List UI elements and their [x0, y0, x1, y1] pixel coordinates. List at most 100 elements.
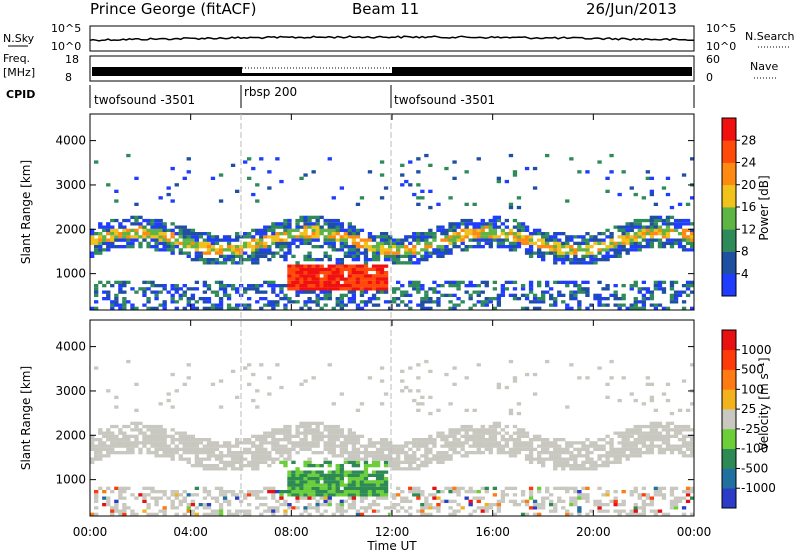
power-cell — [186, 303, 191, 307]
velocity-cell — [388, 506, 393, 510]
power-cell — [520, 293, 526, 297]
power-cell — [335, 271, 340, 275]
power-cell — [400, 241, 405, 245]
velocity-cell — [263, 441, 268, 445]
velocity-cell — [307, 512, 312, 516]
velocity-cell — [255, 506, 260, 510]
power-cell — [194, 232, 200, 236]
power-cell — [178, 297, 183, 301]
power-cell — [299, 271, 304, 275]
velocity-cell — [347, 451, 353, 455]
power-cell — [287, 235, 292, 239]
velocity-cell — [154, 447, 159, 451]
velocity-cell — [488, 434, 493, 438]
power-cell — [375, 235, 381, 239]
velocity-cell — [339, 493, 345, 497]
power-cell — [528, 300, 534, 304]
velocity-cell — [561, 457, 566, 461]
power-cell — [504, 245, 510, 249]
power-cell — [480, 280, 485, 284]
power-cell — [226, 248, 232, 252]
power-cell — [170, 235, 175, 239]
power-cell — [255, 183, 260, 187]
power-cell — [339, 300, 345, 304]
velocity-cell — [94, 493, 99, 497]
velocity-cell — [621, 490, 626, 494]
power-cell — [319, 290, 324, 294]
power-cell — [476, 284, 481, 288]
power-cell — [472, 235, 477, 239]
velocity-cell — [367, 444, 373, 448]
power-cell — [392, 241, 397, 245]
velocity-cell — [633, 506, 638, 510]
velocity-cell — [355, 457, 361, 461]
power-cell — [295, 274, 300, 278]
velocity-cell — [569, 503, 574, 507]
velocity-cell — [629, 454, 634, 458]
power-cell — [432, 290, 437, 294]
velocity-cell — [331, 441, 336, 445]
velocity-cell — [194, 451, 200, 455]
velocity-cell — [557, 447, 562, 451]
velocity-cell — [138, 428, 143, 432]
power-cell — [484, 297, 489, 301]
power-cell — [444, 251, 449, 255]
power-cell — [633, 232, 638, 236]
velocity-cell — [110, 424, 115, 429]
velocity-cell — [110, 438, 115, 442]
power-cell — [166, 238, 171, 242]
velocity-cell — [388, 447, 393, 451]
velocity-cell — [424, 506, 429, 510]
velocity-cell — [468, 434, 473, 438]
power-cell — [609, 245, 614, 249]
power-cell — [243, 160, 248, 164]
velocity-cell — [154, 496, 159, 500]
power-cell — [496, 179, 502, 184]
power-cell — [617, 297, 622, 301]
power-cell — [154, 225, 159, 229]
power-cell — [448, 248, 453, 252]
velocity-cell — [404, 467, 409, 471]
velocity-cell — [408, 441, 413, 445]
power-cell — [247, 235, 252, 239]
power-cell — [122, 284, 127, 288]
velocity-cell — [456, 444, 461, 448]
velocity-cell — [259, 454, 264, 458]
velocity-cell — [178, 499, 183, 503]
power-cell — [355, 264, 361, 268]
power-cell — [291, 274, 296, 278]
power-cell — [291, 238, 296, 242]
power-cell — [263, 245, 268, 249]
colorbar-tick-label: 12 — [741, 222, 756, 236]
power-cell — [331, 235, 336, 239]
power-cell — [351, 228, 357, 232]
velocity-cell — [154, 454, 159, 458]
colorbar-swatch — [722, 207, 736, 230]
velocity-cell — [90, 457, 95, 461]
velocity-cell — [400, 369, 405, 373]
power-cell — [98, 232, 103, 236]
power-cell — [194, 254, 200, 258]
power-cell — [218, 238, 224, 242]
velocity-cell — [690, 447, 695, 451]
power-cell — [206, 235, 212, 239]
velocity-cell — [271, 506, 276, 510]
velocity-cell — [359, 499, 365, 503]
power-cell — [243, 290, 248, 294]
power-cell — [186, 245, 191, 249]
power-cell — [645, 287, 651, 291]
velocity-cell — [303, 480, 308, 484]
power-cell — [206, 248, 212, 252]
velocity-cell — [134, 512, 139, 516]
power-cell — [440, 238, 445, 242]
power-cell — [126, 228, 131, 232]
power-cell — [271, 284, 276, 288]
velocity-cell — [484, 490, 489, 494]
power-cell — [460, 235, 465, 239]
power-cell — [130, 287, 135, 291]
power-cell — [444, 248, 449, 252]
power-cell — [351, 238, 357, 242]
velocity-cell — [263, 457, 268, 461]
power-cell — [331, 287, 336, 291]
power-cell — [118, 225, 123, 229]
